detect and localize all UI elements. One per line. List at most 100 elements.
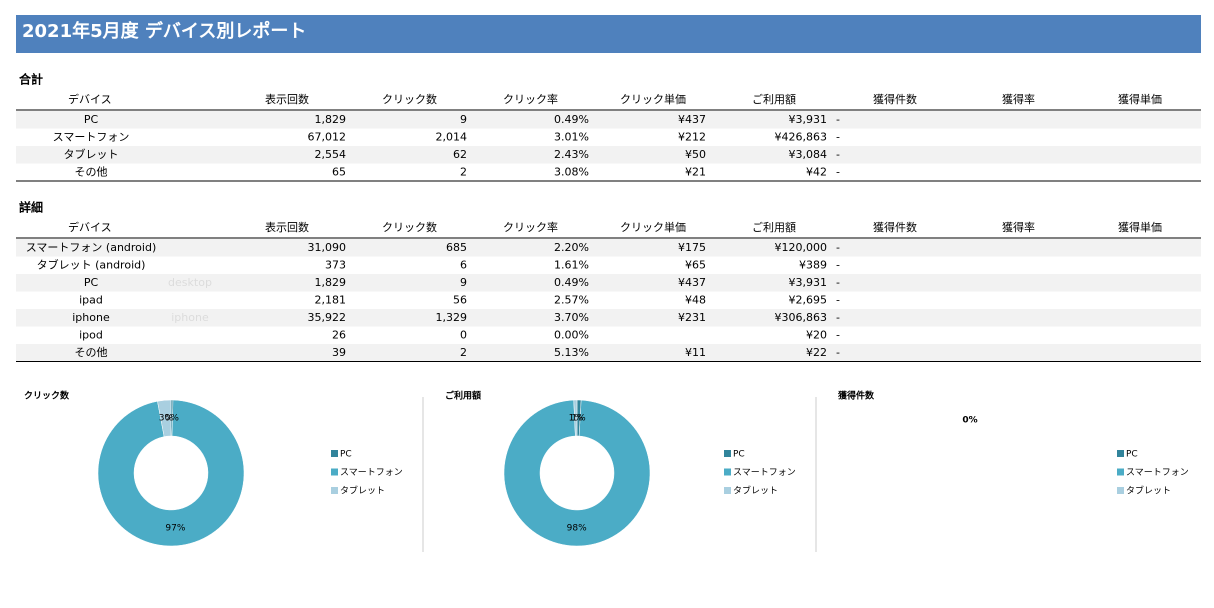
- cell: 0.00%: [554, 328, 589, 341]
- legend-swatch: [724, 450, 731, 457]
- legend-label: PC: [733, 450, 745, 460]
- cell: 1.61%: [554, 258, 589, 271]
- donut-slice: [97, 399, 245, 547]
- legend-swatch: [1117, 450, 1124, 457]
- cell: 9: [460, 276, 467, 289]
- cell: ¥3,931: [789, 276, 828, 289]
- cell: ¥3,084: [789, 148, 828, 161]
- legend-label: タブレット: [340, 485, 385, 497]
- column-header: 獲得単価: [1118, 220, 1162, 234]
- legend-label: スマートフォン: [340, 468, 403, 478]
- cell: 9: [460, 113, 467, 126]
- cell: -: [836, 346, 840, 359]
- cell: 1,329: [436, 311, 468, 324]
- column-header: 獲得単価: [1118, 92, 1162, 106]
- column-header: 獲得件数: [873, 93, 917, 106]
- cell: PC: [84, 113, 99, 126]
- legend-swatch: [331, 450, 338, 457]
- cell: -: [836, 328, 840, 341]
- legend-label: スマートフォン: [1126, 468, 1189, 478]
- column-header: 獲得件数: [873, 221, 917, 234]
- cell: 2,014: [436, 130, 468, 143]
- cell: 35,922: [308, 311, 347, 324]
- row-stripe: [16, 274, 1201, 292]
- cell: -: [836, 113, 840, 126]
- cell: 2,554: [315, 148, 347, 161]
- legend-label: タブレット: [733, 485, 778, 497]
- cell: 373: [325, 258, 346, 271]
- column-header: クリック率: [503, 220, 558, 234]
- cell: PC: [84, 276, 99, 289]
- column-header: クリック数: [382, 221, 437, 234]
- cell: 0.49%: [554, 113, 589, 126]
- cell: ¥50: [685, 148, 706, 161]
- cell: 0.49%: [554, 276, 589, 289]
- cell: 26: [332, 328, 346, 341]
- cell: -: [836, 311, 840, 324]
- section-title: 合計: [19, 72, 43, 87]
- donut-slice: [573, 399, 578, 437]
- cell: 2.57%: [554, 293, 589, 306]
- legend-swatch: [724, 468, 731, 476]
- cell: タブレット (android): [37, 257, 146, 271]
- cell: -: [836, 276, 840, 289]
- cell: 2: [460, 165, 467, 178]
- section-title: 詳細: [19, 200, 43, 215]
- cell: -: [836, 241, 840, 254]
- cell: 3.01%: [554, 130, 589, 143]
- column-header: ご利用額: [752, 92, 796, 106]
- column-header: 獲得率: [1002, 220, 1035, 234]
- column-header: 獲得率: [1002, 92, 1035, 106]
- cell: 2: [460, 346, 467, 359]
- cell: -: [836, 258, 840, 271]
- cell: 6: [460, 258, 467, 271]
- legend-swatch: [331, 468, 338, 476]
- cell: ¥437: [678, 276, 706, 289]
- cell: ¥426,863: [775, 130, 828, 143]
- row-stripe: [16, 239, 1201, 257]
- cell: ¥3,931: [789, 113, 828, 126]
- legend-swatch: [724, 487, 731, 494]
- empty-label: 0%: [962, 416, 977, 426]
- cell: ipod: [79, 328, 103, 341]
- legend-swatch: [331, 487, 338, 494]
- cell: 3.70%: [554, 311, 589, 324]
- cell: ¥437: [678, 113, 706, 126]
- slice-label: 1%: [569, 414, 584, 424]
- column-header: クリック単価: [620, 92, 686, 106]
- faint-label: desktop: [168, 276, 212, 289]
- cell: タブレット: [64, 147, 119, 161]
- column-header: 表示回数: [265, 220, 309, 234]
- cell: 1,829: [315, 276, 347, 289]
- cell: 31,090: [308, 241, 347, 254]
- legend-label: スマートフォン: [733, 468, 796, 478]
- cell: ¥175: [678, 241, 706, 254]
- cell: ¥11: [685, 346, 706, 359]
- cell: 65: [332, 165, 346, 178]
- cell: 62: [453, 148, 467, 161]
- cell: -: [836, 293, 840, 306]
- donut-slice: [157, 399, 172, 437]
- cell: ¥48: [685, 293, 706, 306]
- column-header: デバイス: [68, 92, 112, 106]
- cell: 2.20%: [554, 241, 589, 254]
- cell: その他: [75, 346, 108, 359]
- cell: 0: [460, 328, 467, 341]
- cell: ¥389: [799, 258, 827, 271]
- cell: -: [836, 130, 840, 143]
- column-header: ご利用額: [752, 220, 796, 234]
- chart-title: ご利用額: [445, 390, 481, 402]
- donut-slice: [503, 399, 651, 547]
- legend-swatch: [1117, 468, 1124, 476]
- cell: iphone: [72, 311, 110, 324]
- faint-label: iphone: [171, 311, 209, 324]
- cell: スマートフォン: [53, 130, 130, 143]
- cell: ¥42: [806, 165, 827, 178]
- legend-swatch: [1117, 487, 1124, 494]
- chart-title: クリック数: [24, 390, 70, 402]
- cell: その他: [75, 165, 108, 178]
- cell: -: [836, 148, 840, 161]
- cell: ¥65: [685, 258, 706, 271]
